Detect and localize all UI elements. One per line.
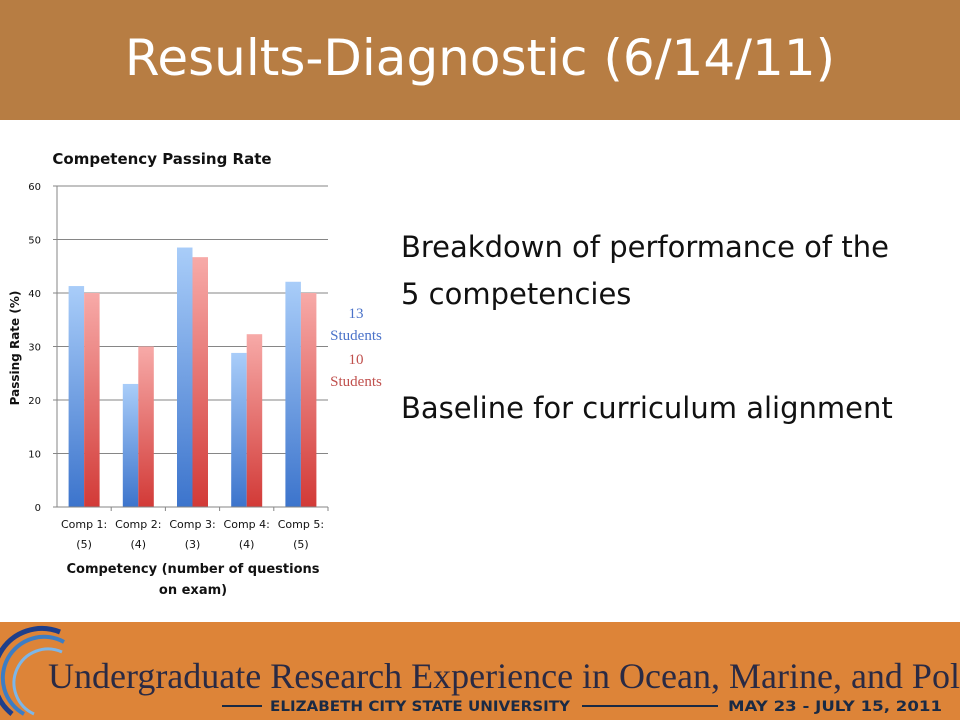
x-axis-label-line-1: Competency (number of questions	[66, 562, 319, 577]
x-tick-label: Comp 3:	[169, 518, 215, 531]
bar-series-2	[138, 346, 154, 507]
university-name: ELIZABETH CITY STATE UNIVERSITY	[270, 699, 571, 715]
x-tick-label: (4)	[131, 538, 147, 551]
bars	[68, 247, 317, 507]
x-axis-label-line-2: on exam)	[159, 583, 227, 598]
bar-series-1	[231, 352, 247, 507]
bar-series-2	[300, 293, 317, 507]
legend-series-b: 10 Students	[312, 349, 400, 393]
bar-series-1	[68, 286, 85, 507]
y-tick-label: 20	[28, 396, 41, 407]
footer-banner: Undergraduate Research Experience in Oce…	[0, 622, 960, 720]
legend-series-a: 13 Students	[312, 303, 400, 347]
y-tick-label: 50	[28, 236, 41, 247]
y-tick-label: 60	[28, 182, 41, 193]
legend-series-b-count: 10	[348, 352, 364, 368]
program-logo-icon	[0, 625, 65, 716]
x-tick-label: Comp 5:	[278, 518, 324, 531]
x-tick-label: Comp 4:	[224, 518, 270, 531]
y-axis-label: Passing Rate (%)	[8, 291, 22, 406]
legend-series-b-unit: Students	[330, 374, 382, 390]
bar-chart: Competency Passing Rate 0 10 20 30 40 50 60 Co…	[8, 150, 329, 598]
bar-series-1	[285, 281, 301, 507]
bullet-baseline: Baseline for curriculum alignment	[401, 391, 893, 425]
y-axis-ticks: 0 10 20 30 40 50 60	[28, 182, 57, 514]
y-tick-label: 40	[28, 289, 41, 300]
y-tick-label: 10	[28, 450, 41, 461]
program-dates: MAY 23 - JULY 15, 2011	[728, 699, 942, 715]
bar-series-2	[84, 293, 100, 507]
bullet-performance-breakdown: Breakdown of performance of the 5 compet…	[401, 230, 889, 311]
bar-series-2	[246, 334, 263, 507]
x-tick-label: (5)	[76, 538, 92, 551]
title-bar: Results-Diagnostic (6/14/11)	[0, 0, 960, 120]
x-tick-label: Comp 2:	[115, 518, 161, 531]
legend-series-a-unit: Students	[330, 328, 382, 344]
x-tick-label: (3)	[185, 538, 201, 551]
chart-title: Competency Passing Rate	[52, 150, 271, 168]
y-tick-label: 0	[35, 503, 41, 514]
x-axis-ticks: Comp 1: (5) Comp 2: (4) Comp 3: (3) Comp 4: (4)…	[61, 507, 329, 551]
x-tick-label: (4)	[239, 538, 255, 551]
x-tick-label: Comp 1:	[61, 518, 107, 531]
program-name: Undergraduate Research Experience in Oce…	[48, 656, 960, 696]
footer-subline: ELIZABETH CITY STATE UNIVERSITY MAY 23 -…	[222, 699, 942, 715]
x-tick-label: (5)	[293, 538, 309, 551]
bar-series-1	[177, 247, 193, 507]
bar-series-1	[122, 383, 139, 507]
bar-series-2	[192, 257, 208, 507]
slide-title: Results-Diagnostic (6/14/11)	[124, 29, 836, 87]
y-tick-label: 30	[28, 343, 41, 354]
legend-series-a-count: 13	[348, 306, 364, 322]
